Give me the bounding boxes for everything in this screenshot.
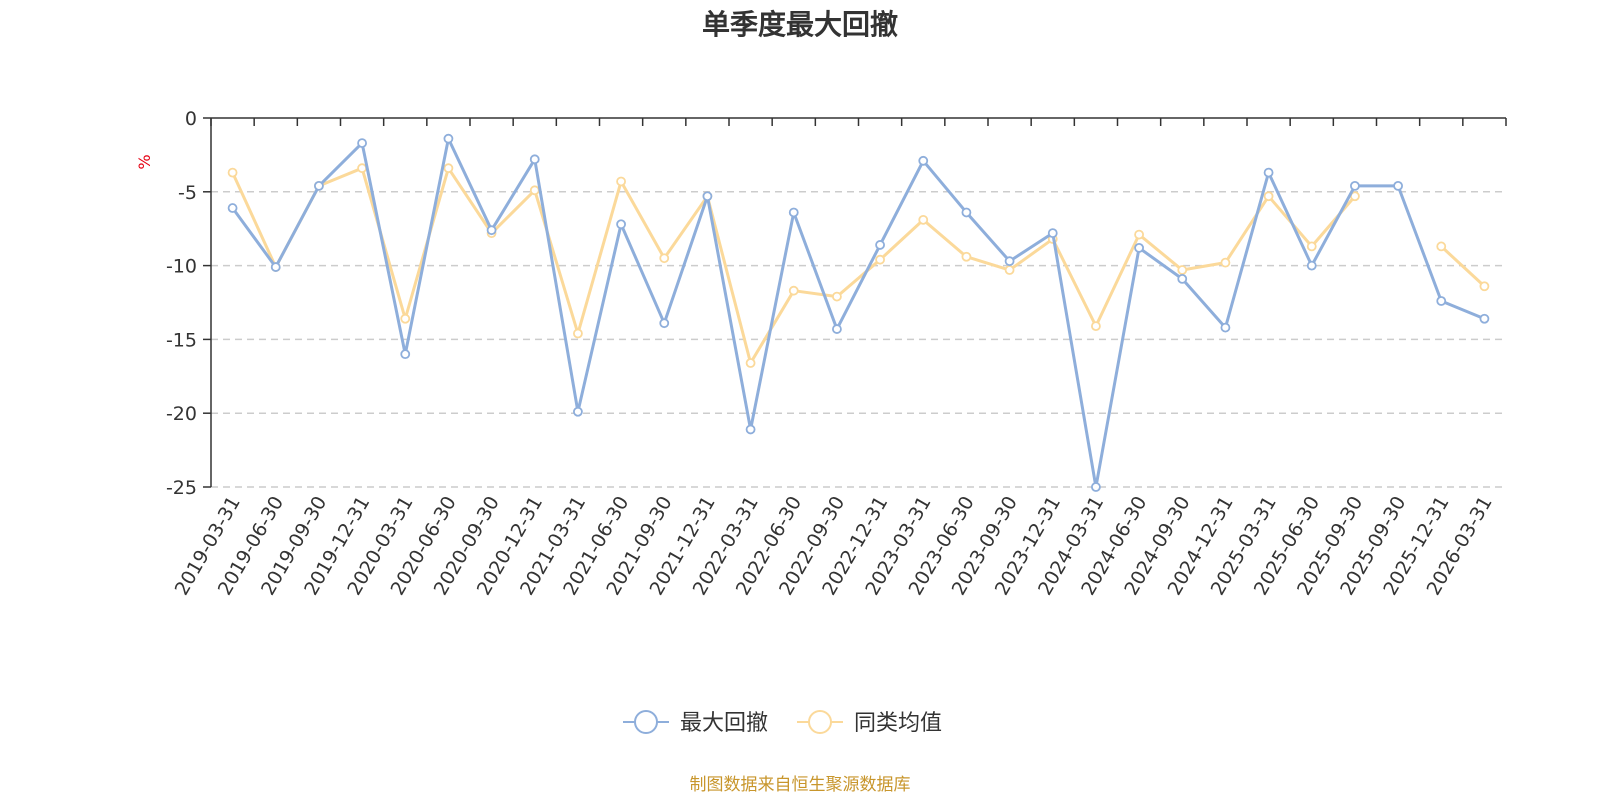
legend-marker-icon [634,710,658,734]
y-tick-label: -25 [166,477,197,499]
data-point[interactable] [1220,322,1231,333]
series-lines [227,133,1490,492]
data-point[interactable] [788,285,799,296]
y-tick-label: -10 [166,256,197,278]
data-point[interactable] [400,313,411,324]
data-point[interactable] [443,133,454,144]
data-point[interactable] [1177,265,1188,275]
data-point[interactable] [1263,191,1274,202]
legend[interactable]: 最大回撤 同类均值 [623,710,942,736]
data-point[interactable] [961,251,972,262]
legend-label: 同类均值 [854,711,942,736]
grid-lines [211,191,1506,488]
data-point[interactable] [270,262,281,272]
data-point[interactable] [573,328,583,339]
data-point[interactable] [1436,241,1447,252]
data-point[interactable] [1479,281,1490,292]
data-point[interactable] [875,254,885,265]
data-point[interactable] [1004,265,1015,275]
data-point[interactable] [745,358,756,368]
data-point[interactable] [573,406,583,417]
data-point[interactable] [1177,273,1188,284]
data-point[interactable] [1350,180,1360,191]
data-point[interactable] [1436,296,1447,306]
data-point[interactable] [357,163,367,174]
data-point[interactable] [745,424,756,435]
data-point[interactable] [1134,229,1144,240]
data-point[interactable] [788,207,799,218]
legend-item[interactable]: 最大回撤 [623,710,768,736]
data-point[interactable] [1004,256,1015,267]
data-point[interactable] [918,214,929,225]
data-point[interactable] [486,225,497,236]
series-max-drawdown [227,133,1490,492]
data-point[interactable] [314,180,324,191]
data-point[interactable] [1263,167,1274,178]
data-point[interactable] [702,191,713,202]
data-point[interactable] [227,203,238,213]
data-point[interactable] [1306,241,1317,252]
data-point[interactable] [832,291,842,302]
data-point[interactable] [918,155,929,166]
data-point[interactable] [1306,260,1317,271]
y-tick-label: -5 [178,182,197,204]
data-point[interactable] [659,253,670,264]
series-line [231,137,1485,489]
data-point[interactable] [875,240,885,250]
data-point[interactable] [1134,242,1144,253]
series-line [1440,245,1486,288]
source-note: 制图数据来自恒生聚源数据库 [690,775,911,795]
data-point[interactable] [1479,313,1490,324]
data-point[interactable] [832,324,842,334]
data-point[interactable] [659,318,670,329]
legend-marker-icon [808,710,832,734]
data-point[interactable] [443,163,454,174]
y-axis-unit: % [135,154,154,169]
y-tick-label: 0 [185,108,197,130]
data-point[interactable] [357,138,367,148]
data-point[interactable] [1220,257,1231,268]
data-point[interactable] [1091,321,1101,332]
legend-item[interactable]: 同类均值 [797,710,942,736]
data-point[interactable] [529,154,540,165]
chart-title: 单季度最大回撤 [702,8,898,41]
data-point[interactable] [1091,482,1101,492]
data-point[interactable] [227,167,238,178]
y-tick-label: -20 [166,403,197,425]
data-point[interactable] [400,349,411,360]
data-point[interactable] [616,219,626,230]
y-tick-label: -15 [166,329,197,351]
data-point[interactable] [961,207,972,218]
data-point[interactable] [1393,180,1403,191]
legend-label: 最大回撤 [680,711,768,736]
data-point[interactable] [1047,228,1058,239]
data-point[interactable] [616,176,626,187]
data-point[interactable] [529,185,540,196]
